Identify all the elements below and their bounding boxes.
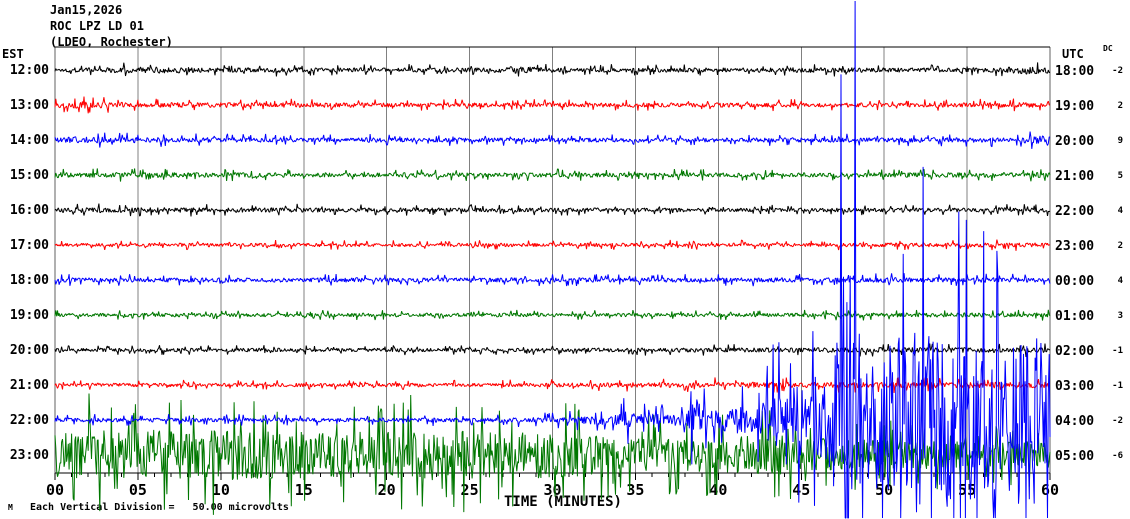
x-tick-label: 25	[461, 481, 479, 499]
x-axis-title: TIME (MINUTES)	[504, 494, 622, 510]
x-tick-label: 30	[543, 481, 561, 499]
utc-time-label: 02:00	[1055, 344, 1094, 359]
est-time-label: 12:00	[10, 63, 49, 78]
est-time-label: 14:00	[10, 133, 49, 148]
dc-offset-value: 4	[1118, 276, 1124, 286]
x-tick-label: 35	[626, 481, 644, 499]
x-tick-label: 05	[129, 481, 147, 499]
x-tick-label: 00	[46, 481, 64, 499]
utc-time-label: 23:00	[1055, 239, 1094, 254]
dc-offset-value: 4	[1118, 206, 1124, 216]
dc-offset-value: -1	[1112, 346, 1123, 356]
x-tick-label: 45	[792, 481, 810, 499]
trace-1800-blue	[54, 273, 1051, 287]
dc-offset-value: 3	[1118, 311, 1123, 321]
x-tick-label: 10	[212, 481, 230, 499]
trace-2200-blue	[54, 0, 1051, 519]
utc-time-label: 04:00	[1055, 414, 1094, 429]
x-tick-label: 20	[378, 481, 396, 499]
trace-1600-black	[54, 203, 1051, 217]
header-date: Jan15,2026	[50, 3, 122, 17]
dc-offset-value: 9	[1118, 136, 1123, 146]
scale-note: Each Vertical Division = 50.00 microvolt…	[30, 501, 289, 513]
row-time-labels: 12:00 18:00 -2 13:00 19:00 2 14:00 20:00 9 15:00 2…	[10, 63, 1124, 464]
est-time-label: 13:00	[10, 98, 49, 113]
dc-offset-value: 5	[1118, 171, 1123, 181]
utc-time-label: 18:00	[1055, 64, 1094, 79]
grid-lines	[54, 46, 1051, 473]
x-tick-label: 55	[958, 481, 976, 499]
trace-1200-black	[54, 62, 1051, 77]
est-time-label: 18:00	[10, 273, 49, 288]
header-network: (LDEO, Rochester)	[50, 35, 173, 49]
utc-time-label: 19:00	[1055, 99, 1094, 114]
x-tick-label: 15	[295, 481, 313, 499]
dc-offset-value: 2	[1118, 101, 1123, 111]
est-time-label: 21:00	[10, 378, 49, 393]
dc-offset-value: -1	[1112, 381, 1123, 391]
est-time-label: 22:00	[10, 413, 49, 428]
est-time-label: 17:00	[10, 238, 49, 253]
x-tick-label: 40	[709, 481, 727, 499]
est-time-label: 19:00	[10, 308, 49, 323]
est-time-label: 23:00	[10, 448, 49, 463]
time-axis	[54, 472, 1051, 480]
right-axis-label: UTC	[1062, 47, 1084, 61]
logo-glyph: M	[8, 503, 13, 512]
utc-time-label: 03:00	[1055, 379, 1094, 394]
trace-1300-red	[54, 96, 1051, 114]
utc-time-label: 21:00	[1055, 169, 1094, 184]
utc-time-label: 05:00	[1055, 449, 1094, 464]
trace-1900-green	[54, 309, 1051, 321]
trace-1400-blue	[54, 131, 1051, 149]
trace-1500-green	[54, 168, 1051, 182]
dc-offset-value: 2	[1118, 241, 1123, 251]
utc-time-label: 01:00	[1055, 309, 1094, 324]
x-tick-labels: 00 05 10 15 20 25 30 35 40 45 50 55 60	[46, 481, 1059, 499]
est-time-label: 16:00	[10, 203, 49, 218]
trace-2300-green	[54, 393, 1051, 515]
dc-column-label: DC	[1103, 44, 1113, 53]
utc-time-label: 00:00	[1055, 274, 1094, 289]
utc-time-label: 22:00	[1055, 204, 1094, 219]
est-time-label: 20:00	[10, 343, 49, 358]
est-time-label: 15:00	[10, 168, 49, 183]
dc-offset-value: -2	[1112, 66, 1123, 76]
left-axis-label: EST	[2, 47, 24, 61]
header-station: ROC LPZ LD 01	[50, 19, 144, 33]
x-tick-label: 60	[1041, 481, 1059, 499]
dc-offset-value: -2	[1112, 416, 1123, 426]
seismic-traces	[54, 0, 1051, 519]
trace-2000-black	[54, 343, 1051, 358]
trace-1700-red	[54, 239, 1051, 251]
utc-time-label: 20:00	[1055, 134, 1094, 149]
dc-offset-value: -6	[1112, 451, 1123, 461]
